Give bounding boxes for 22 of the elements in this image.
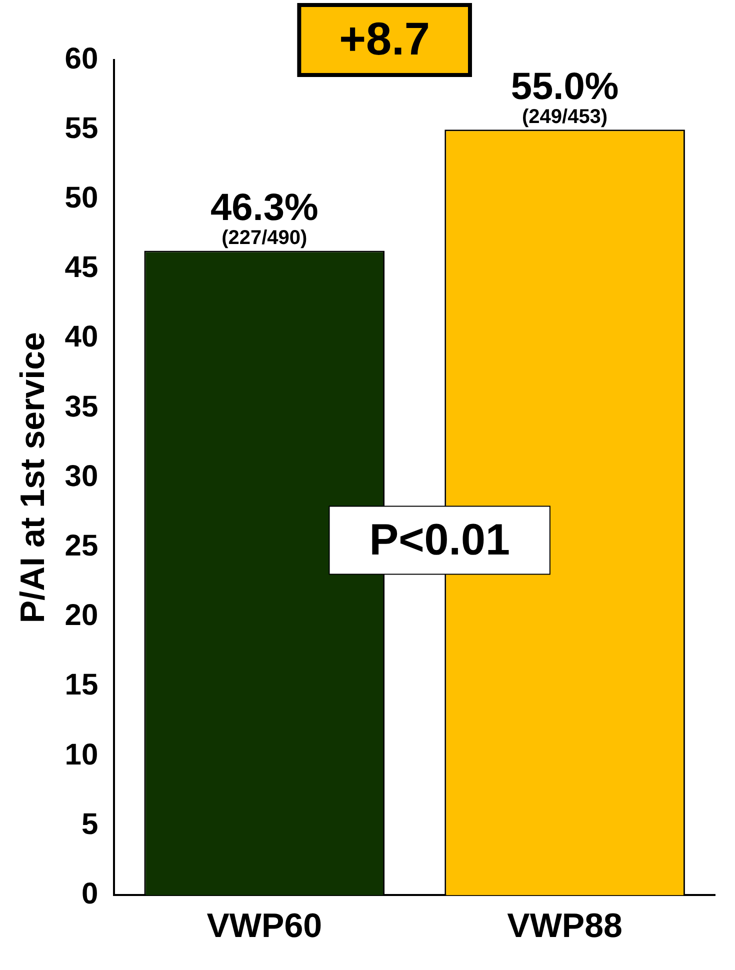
data-label: 55.0% [510,66,619,108]
annotation: (227/490) [222,227,308,250]
y-tick-label: 30 [64,460,98,493]
y-tick-label: 55 [64,112,98,145]
annotation: +8.7 [339,12,430,65]
y-axis-title: P/AI at 1st service [14,332,52,624]
y-tick-label: 25 [64,529,98,562]
annotation: P<0.01 [369,515,510,564]
y-tick-label: 35 [64,390,98,424]
data-label: 46.3% [210,187,318,230]
y-tick-label: 60 [64,42,98,76]
y-tick-label: 20 [64,599,98,632]
y-tick-label: 45 [64,251,98,284]
y-tick-label: 10 [64,738,98,772]
annotation: (249/453) [522,106,608,128]
y-tick-label: 50 [64,181,98,214]
y-tick-label: 40 [64,320,98,354]
y-tick-label: 5 [81,808,98,841]
y-tick-label: 0 [81,877,98,910]
x-tick-label: VWP60 [206,906,322,945]
x-tick-label: VWP88 [507,906,622,945]
y-tick-label: 15 [64,668,98,702]
